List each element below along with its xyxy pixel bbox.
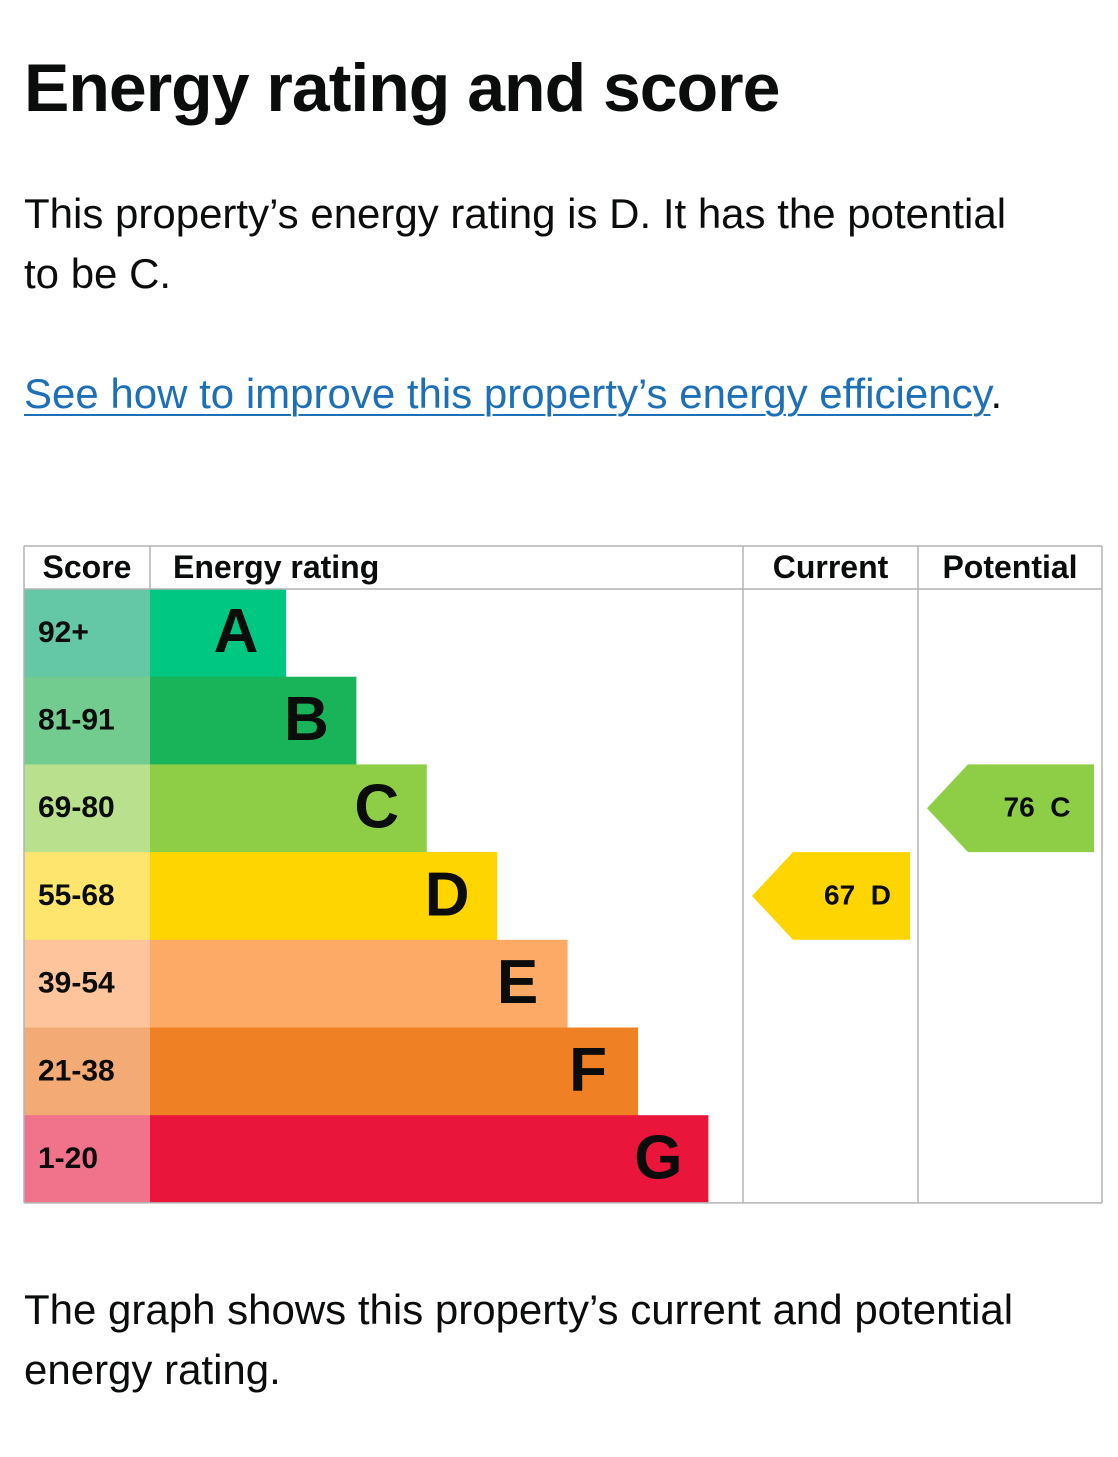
potential-arrow-label: 76 C: [1004, 792, 1071, 823]
current-arrow-label: 67 D: [824, 879, 891, 910]
header-current: Current: [773, 549, 889, 585]
rating-letter-b: B: [284, 685, 329, 754]
rating-bar-g: [150, 1115, 709, 1204]
score-cell-a: [24, 589, 150, 678]
rating-bar-f: [150, 1027, 638, 1116]
improve-efficiency-link[interactable]: See how to improve this property’s energ…: [24, 370, 991, 417]
chart-caption: The graph shows this property’s current …: [24, 1286, 1014, 1393]
score-cell-e: [24, 939, 150, 1028]
score-label-f: 21-38: [38, 1054, 115, 1087]
page-title: Energy rating and score: [24, 50, 780, 126]
score-label-b: 81-91: [38, 703, 115, 736]
rating-letter-a: A: [214, 597, 259, 666]
score-cell-c: [24, 764, 150, 853]
rating-bar-d: [150, 852, 498, 941]
score-label-a: 92+: [38, 616, 89, 649]
score-cell-f: [24, 1027, 150, 1116]
potential-arrow: [927, 764, 1094, 853]
score-label-e: 39-54: [38, 967, 115, 1000]
header-energy-rating: Energy rating: [173, 549, 379, 585]
rating-bar-b: [150, 676, 357, 765]
rating-letter-d: D: [425, 860, 470, 929]
rating-bar-e: [150, 939, 568, 1028]
score-cell-g: [24, 1115, 150, 1204]
score-cell-b: [24, 676, 150, 765]
rating-letter-e: E: [497, 948, 538, 1017]
rating-letter-g: G: [634, 1123, 682, 1192]
rating-bar-c: [150, 764, 427, 853]
score-label-g: 1-20: [38, 1142, 98, 1175]
rating-summary: This property’s energy rating is D. It h…: [24, 190, 1007, 297]
score-cell-d: [24, 852, 150, 941]
score-label-d: 55-68: [38, 879, 115, 912]
improve-link-suffix: .: [990, 370, 1003, 417]
improve-paragraph: See how to improve this property’s energ…: [24, 364, 1024, 424]
score-label-c: 69-80: [38, 791, 115, 824]
rating-letter-c: C: [354, 773, 399, 842]
header-score: Score: [43, 549, 132, 585]
rating-letter-f: F: [569, 1036, 607, 1105]
current-arrow: [752, 852, 910, 940]
header-potential: Potential: [942, 549, 1077, 585]
rating-bar-a: [150, 589, 286, 678]
